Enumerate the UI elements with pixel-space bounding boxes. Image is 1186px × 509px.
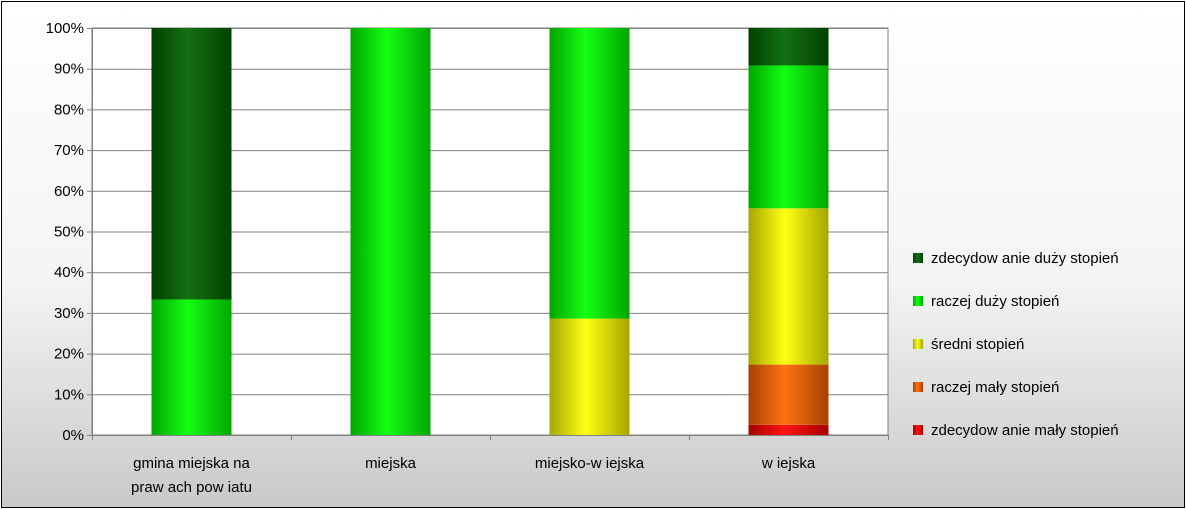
y-tick-labels: 0% 10% 20% 30% 40% 50% 60% 70% 80% 90% 100% [46, 20, 84, 444]
bar-segment-cat3-series2 [748, 208, 829, 365]
legend-label: średni stopień [931, 336, 1024, 353]
axes [87, 28, 889, 440]
legend-swatch [913, 296, 923, 306]
legend-swatch [913, 253, 923, 263]
x-tick-label: miejsko-w iejska [535, 455, 645, 472]
y-tick-label: 40% [54, 264, 84, 281]
y-tick-label: 100% [46, 20, 84, 37]
legend-label: zdecydow anie duży stopień [931, 250, 1119, 267]
bar-segment-cat3-series0 [748, 424, 829, 435]
x-tick-labels: gmina miejska na praw ach pow iatu miejska… [131, 455, 816, 496]
bars [151, 28, 829, 435]
y-tick-label: 70% [54, 142, 84, 159]
bar-segment-cat3-series3 [748, 65, 829, 209]
legend-swatch [913, 425, 923, 435]
y-tick-label: 10% [54, 386, 84, 403]
bar-segment-cat2-series2 [549, 318, 630, 435]
y-tick-label: 50% [54, 224, 84, 241]
x-tick-label: praw ach pow iatu [131, 479, 252, 496]
x-tick-label: w iejska [761, 455, 816, 472]
legend-swatch [913, 339, 923, 349]
y-tick-label: 60% [54, 183, 84, 200]
legend-label: raczej duży stopień [931, 293, 1059, 310]
bar-segment-cat1-series3 [350, 28, 431, 435]
legend-swatch [913, 382, 923, 392]
y-tick-label: 0% [62, 427, 84, 444]
bar-segment-cat2-series3 [549, 28, 630, 319]
y-tick-label: 80% [54, 101, 84, 118]
y-tick-label: 20% [54, 346, 84, 363]
y-tick-label: 30% [54, 305, 84, 322]
x-tick-label: miejska [365, 455, 417, 472]
bar-segment-cat3-series4 [748, 28, 829, 66]
bar-segment-cat3-series1 [748, 364, 829, 425]
bar-segment-cat0-series4 [151, 28, 232, 300]
x-tick-label: gmina miejska na [133, 455, 250, 472]
legend: zdecydow anie duży stopień raczej duży st… [913, 250, 1119, 439]
legend-label: raczej mały stopień [931, 379, 1059, 396]
y-tick-label: 90% [54, 61, 84, 78]
bar-segment-cat0-series3 [151, 299, 232, 435]
legend-label: zdecydow anie mały stopień [931, 422, 1119, 439]
